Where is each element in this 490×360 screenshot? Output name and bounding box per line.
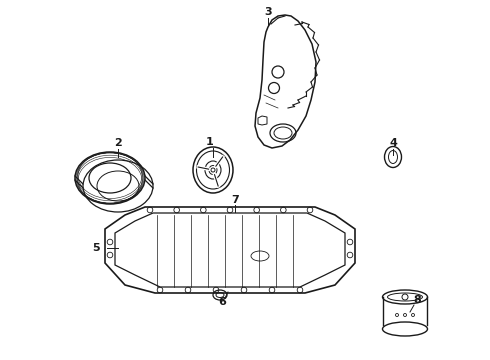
- Text: 3: 3: [264, 7, 272, 17]
- Text: 2: 2: [114, 138, 122, 148]
- Text: 4: 4: [389, 138, 397, 148]
- Text: 1: 1: [206, 137, 214, 147]
- Text: 5: 5: [92, 243, 100, 253]
- Text: 6: 6: [218, 297, 226, 307]
- Text: 8: 8: [413, 295, 421, 305]
- Text: 7: 7: [231, 195, 239, 205]
